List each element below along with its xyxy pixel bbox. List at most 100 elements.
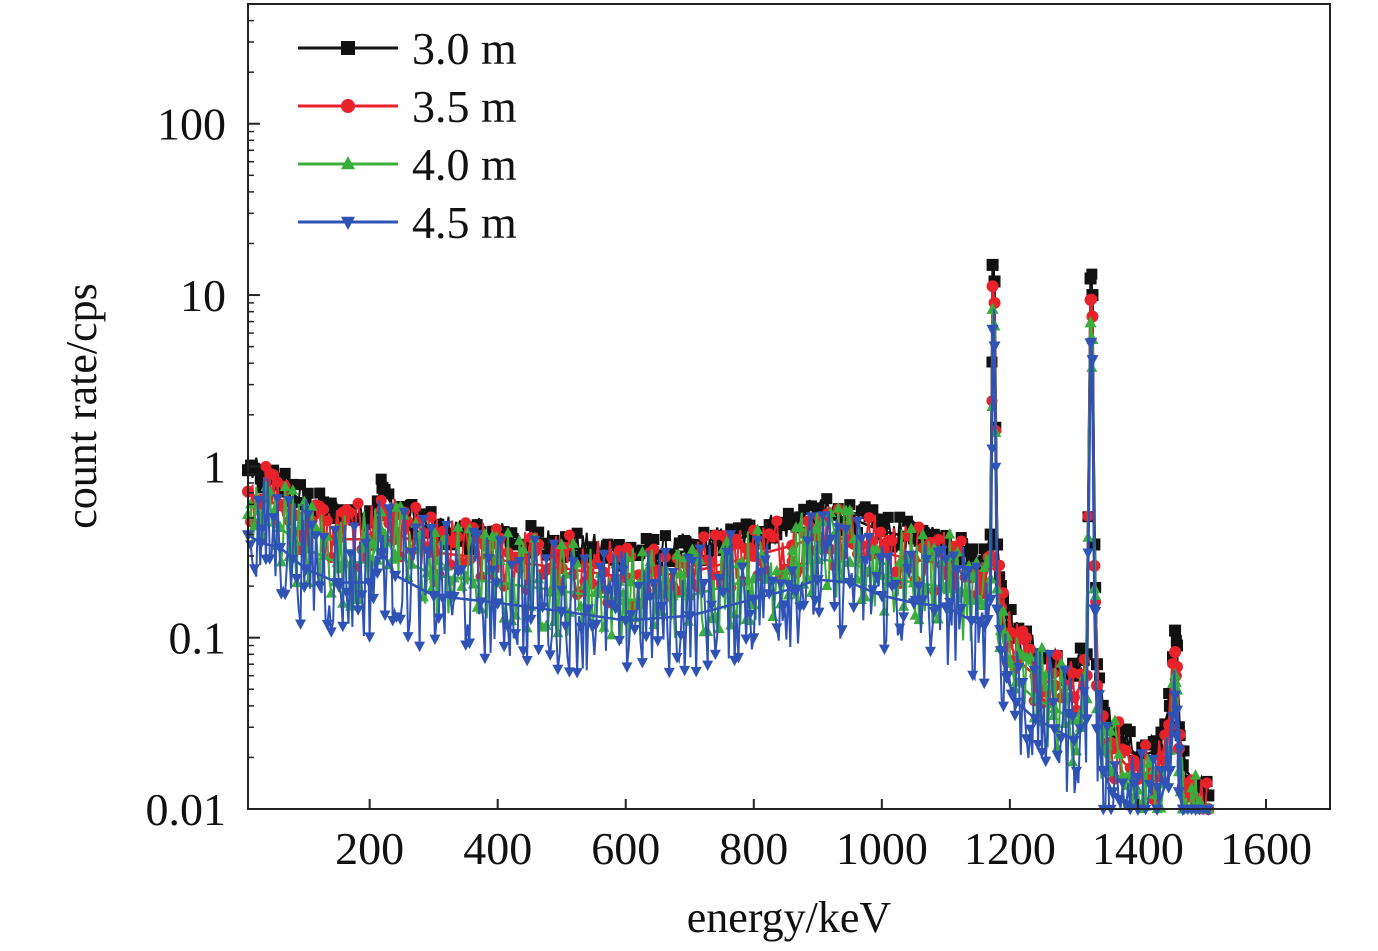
data-point bbox=[506, 527, 518, 539]
data-point bbox=[809, 595, 821, 607]
data-point bbox=[898, 612, 910, 623]
data-point bbox=[414, 641, 426, 653]
data-point bbox=[1143, 779, 1155, 791]
data-point bbox=[982, 615, 994, 626]
data-point bbox=[448, 592, 460, 603]
data-point bbox=[648, 578, 660, 590]
data-point bbox=[325, 627, 337, 638]
data-point bbox=[460, 569, 472, 581]
data-point bbox=[636, 658, 648, 669]
data-point bbox=[948, 551, 960, 562]
data-point bbox=[517, 543, 529, 554]
data-point bbox=[1094, 672, 1106, 684]
data-point bbox=[965, 549, 978, 562]
data-point bbox=[299, 564, 312, 576]
data-point bbox=[1067, 735, 1080, 748]
data-point bbox=[1074, 724, 1086, 735]
data-point bbox=[867, 585, 879, 596]
data-point bbox=[1021, 734, 1033, 745]
data-point bbox=[406, 547, 418, 559]
data-point bbox=[398, 507, 410, 519]
data-point bbox=[640, 631, 652, 643]
data-point bbox=[1101, 722, 1113, 733]
data-point bbox=[817, 511, 829, 522]
legend-item: 3.5 m bbox=[298, 81, 517, 132]
x-tick-label: 1400 bbox=[1092, 823, 1184, 874]
data-point bbox=[456, 565, 468, 576]
data-point bbox=[356, 513, 368, 525]
data-point bbox=[955, 603, 967, 615]
data-point bbox=[702, 660, 714, 672]
data-point bbox=[991, 604, 1004, 616]
data-point bbox=[425, 511, 437, 523]
data-point bbox=[583, 604, 595, 615]
data-point bbox=[621, 542, 633, 554]
data-point bbox=[1136, 749, 1148, 760]
data-point bbox=[706, 545, 718, 557]
data-point bbox=[694, 544, 706, 555]
data-point bbox=[986, 258, 999, 271]
data-point bbox=[1055, 733, 1067, 745]
y-tick-label: 0.1 bbox=[169, 613, 227, 664]
legend-item: 3.0 m bbox=[298, 23, 517, 74]
data-point bbox=[744, 519, 756, 531]
data-point bbox=[452, 521, 464, 532]
data-point bbox=[1197, 782, 1209, 794]
data-point bbox=[264, 554, 276, 565]
data-point bbox=[917, 528, 929, 540]
data-point bbox=[882, 553, 894, 564]
data-point bbox=[318, 496, 330, 508]
data-point bbox=[1170, 731, 1182, 742]
data-point bbox=[1155, 751, 1167, 763]
data-point bbox=[475, 597, 487, 608]
legend-label: 3.5 m bbox=[412, 81, 517, 132]
data-point bbox=[1132, 772, 1144, 784]
data-point bbox=[755, 567, 767, 579]
data-point bbox=[363, 511, 376, 524]
data-point bbox=[275, 486, 287, 498]
data-point bbox=[1090, 724, 1103, 736]
data-point bbox=[318, 532, 330, 544]
data-point bbox=[252, 495, 264, 507]
data-point bbox=[1040, 756, 1052, 768]
data-point bbox=[832, 502, 844, 513]
legend-marker bbox=[341, 216, 355, 231]
data-point bbox=[494, 536, 506, 547]
axis-layer: 200 400 600 800 1000 1200 1400 1600 0.01 0.1 1 10 10… bbox=[146, 3, 1312, 874]
data-point bbox=[917, 595, 929, 606]
data-point bbox=[944, 528, 956, 539]
y-tick-label: 10 bbox=[180, 270, 226, 321]
data-point bbox=[1005, 689, 1017, 701]
data-point bbox=[331, 577, 344, 590]
data-point bbox=[794, 520, 806, 532]
data-point bbox=[360, 538, 372, 550]
data-point bbox=[513, 557, 525, 568]
data-point bbox=[652, 564, 664, 576]
data-point bbox=[367, 537, 379, 549]
data-point bbox=[287, 554, 299, 566]
data-point bbox=[1084, 338, 1097, 350]
data-point bbox=[667, 568, 679, 579]
data-point bbox=[740, 634, 752, 645]
data-point bbox=[487, 565, 499, 577]
data-point bbox=[811, 575, 824, 587]
data-point bbox=[1174, 744, 1186, 756]
data-point bbox=[859, 501, 871, 513]
data-point bbox=[863, 512, 875, 524]
data-point bbox=[321, 515, 333, 527]
data-point bbox=[1163, 783, 1175, 794]
data-point bbox=[1147, 754, 1159, 766]
data-point bbox=[1067, 657, 1079, 669]
data-point bbox=[928, 528, 940, 540]
data-point bbox=[821, 493, 833, 505]
data-point bbox=[967, 670, 979, 682]
data-point bbox=[802, 571, 814, 583]
data-point bbox=[502, 622, 514, 633]
data-point bbox=[1151, 782, 1163, 794]
data-point bbox=[986, 302, 999, 314]
data-point bbox=[1055, 657, 1067, 668]
data-point bbox=[575, 622, 587, 634]
data-point bbox=[1169, 690, 1182, 703]
data-point bbox=[294, 619, 306, 630]
data-point bbox=[967, 543, 979, 555]
